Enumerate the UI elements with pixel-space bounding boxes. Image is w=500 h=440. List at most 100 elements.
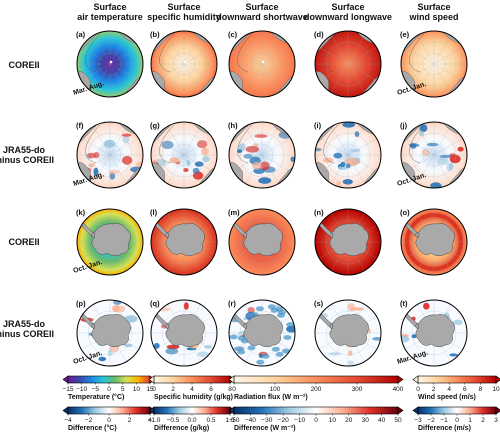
- anomaly-blob: [347, 360, 354, 365]
- coastline: [323, 33, 339, 73]
- colorbar-min-arrow: [62, 375, 69, 384]
- colorbar-min-arrow: [412, 375, 419, 384]
- anomaly-blob: [354, 131, 360, 137]
- colorbar-tick-label: 20: [345, 417, 353, 424]
- panel-outline: [314, 121, 382, 189]
- map-panel: (j)Oct.-Jan.: [396, 121, 468, 189]
- anomaly-blob: [267, 304, 276, 310]
- anomaly-blob: [423, 302, 430, 310]
- anomaly-blob: [192, 167, 200, 174]
- anomaly-blob: [342, 122, 355, 128]
- colorbar-tick-label: 0: [314, 417, 318, 424]
- coastline: [159, 124, 175, 164]
- graticule: [401, 31, 467, 97]
- anomaly-blob: [229, 334, 238, 340]
- colorbar-ramp: [153, 406, 231, 415]
- colorbar-min-arrow: [148, 375, 155, 384]
- anomaly-blob: [411, 334, 417, 339]
- colorbar-max-arrow: [397, 375, 404, 384]
- panel-outline: [76, 121, 144, 189]
- anomaly-blob: [247, 307, 255, 314]
- colorbar: −1.0 −0.5 0.0 0.5 1.0 Difference (g/kg): [148, 406, 236, 432]
- colorbar-tick-label: 50: [394, 417, 402, 424]
- map-panel: (q): [150, 299, 218, 367]
- anomaly-blob: [418, 131, 424, 136]
- anomaly-blob: [322, 157, 334, 163]
- colorbar: −4 −2 0 2 4 Difference (°C): [62, 406, 156, 432]
- map-panel: (p)Oct.-Jan.: [72, 299, 144, 367]
- map-panel: (s): [314, 299, 382, 367]
- coastline: [237, 124, 253, 164]
- panel-label: (c): [228, 30, 238, 39]
- panel-outline: [76, 30, 144, 98]
- anomaly-blob: [87, 152, 96, 159]
- colorbar-tick-label: −30: [261, 417, 272, 424]
- anomaly-blob: [350, 307, 365, 311]
- anomaly-blob: [286, 322, 295, 328]
- panel-label: (o): [400, 208, 410, 217]
- coastline: [237, 33, 253, 73]
- graticule: [77, 31, 143, 97]
- colorbar-tick-label: 6: [209, 386, 213, 393]
- colorbar-tick-label: 6: [463, 386, 467, 393]
- colorbar-max-arrow: [495, 406, 500, 415]
- panel-label: (i): [314, 121, 322, 130]
- colorbar-tick-label: 2: [128, 417, 132, 424]
- anomaly-blob: [449, 161, 454, 171]
- anomaly-blob: [202, 156, 210, 163]
- panel-label: (j): [400, 121, 408, 130]
- colorbar-tick-label: 0: [455, 417, 459, 424]
- anomaly-blob: [255, 306, 264, 312]
- anomaly-blob: [98, 356, 107, 362]
- panel-outline: [400, 299, 468, 367]
- coastline: [323, 124, 339, 164]
- panel-label: (g): [150, 121, 160, 130]
- anomaly-blob: [201, 147, 209, 156]
- map-panel: (i): [314, 121, 382, 189]
- anomaly-blob: [258, 177, 272, 184]
- panel-label: (b): [150, 30, 160, 39]
- colorbar-tick-label: 0: [152, 386, 156, 393]
- row-label-4b: minus COREII: [0, 329, 54, 339]
- panel-label: (e): [400, 30, 410, 39]
- panel-outline: [228, 121, 296, 189]
- anomaly-blob: [277, 312, 285, 318]
- map-panel: (h): [228, 121, 296, 189]
- anomaly-blob: [103, 139, 116, 148]
- anomaly-blob: [282, 348, 290, 354]
- anomaly-blob: [328, 352, 342, 356]
- colorbar-tick-label: −40: [245, 417, 256, 424]
- anomaly-blob: [348, 350, 353, 356]
- anomaly-blob: [161, 140, 174, 150]
- panel-outline: [76, 299, 144, 367]
- coastline: [85, 124, 101, 164]
- anomaly-blob: [197, 351, 210, 358]
- map-panel: (k)Oct.-Jan.: [72, 208, 144, 276]
- colorbar: −50 −40 −30 −20 −10 0 10 20 30 40 50 Difference (W …: [228, 406, 404, 432]
- panel-outline: [76, 208, 144, 276]
- colorbar-tick-label: 200: [311, 386, 322, 393]
- anomaly-blob: [409, 143, 417, 149]
- map-panel: (a)Mar.-Aug.: [72, 30, 144, 98]
- colorbar-ramp: [417, 375, 497, 384]
- pole-marker: [261, 60, 265, 64]
- panel-label: (t): [400, 299, 408, 308]
- anomaly-blob: [342, 179, 353, 185]
- column-title-5b: wind speed: [408, 12, 458, 22]
- map-panel: (f)Mar.-Aug.: [72, 121, 144, 189]
- colorbar-title: Wind speed (m/s): [418, 394, 476, 401]
- graticule: [401, 122, 467, 188]
- map-panel: (d): [314, 30, 382, 98]
- colorbar-tick-label: 8: [228, 386, 232, 393]
- colorbar-max-arrow: [495, 375, 500, 384]
- colorbar-tick-label: −0.5: [167, 417, 180, 424]
- anomaly-blob: [196, 140, 208, 149]
- colorbar-tick-label: −50: [228, 417, 239, 424]
- column-title-1a: Surface: [93, 2, 126, 12]
- colorbar-min-arrow: [228, 406, 235, 415]
- colorbar-tick-label: 0: [232, 386, 236, 393]
- anomaly-blob: [254, 134, 268, 138]
- colorbar-ramp: [153, 375, 231, 384]
